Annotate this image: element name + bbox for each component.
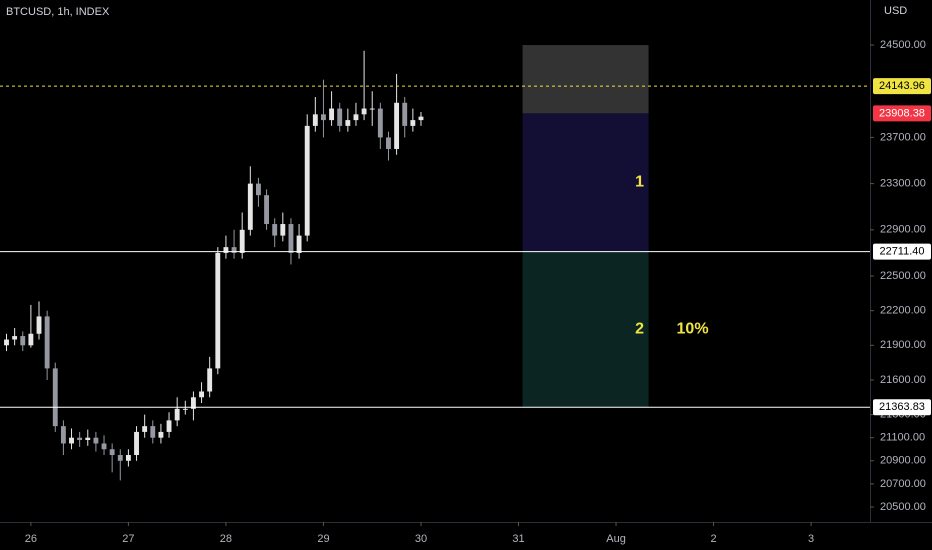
price-label: 22711.40 [879, 246, 924, 258]
candle-body [28, 333, 34, 346]
candle-body [215, 252, 221, 369]
x-tick-label: 30 [415, 533, 427, 545]
price-label-bg [873, 399, 931, 416]
y-tick-label: 22900.00 [880, 224, 926, 236]
x-tick-label: 2 [710, 533, 716, 545]
price-label-bg [873, 105, 931, 122]
candle-body [239, 229, 245, 253]
candle-body [247, 183, 253, 230]
candle-body [125, 455, 131, 461]
candle-body [418, 116, 424, 121]
x-tick-label: Aug [606, 533, 626, 545]
candle-body [117, 455, 123, 461]
zone-label: 2 [635, 321, 644, 338]
candle-body [304, 125, 310, 236]
candle-body [231, 247, 237, 253]
candle-body [223, 247, 229, 253]
candle-body [199, 391, 204, 398]
price-label-bg [873, 78, 931, 95]
candle-body [134, 431, 139, 456]
candle-body [361, 108, 367, 115]
candle-body [142, 426, 148, 432]
candle-body [12, 336, 18, 340]
candle-body [174, 408, 180, 421]
candle-body [44, 316, 50, 369]
candle-body [52, 368, 58, 427]
y-tick-label: 20700.00 [880, 478, 926, 490]
price-label: 24143.96 [879, 80, 925, 92]
zone-label: 1 [635, 174, 644, 191]
candle-body [20, 336, 26, 346]
candle-body [288, 224, 294, 253]
candle-body [109, 449, 115, 456]
x-tick-label: 28 [220, 533, 232, 545]
x-tick-label: 3 [808, 533, 814, 545]
candle-body [296, 235, 302, 253]
x-tick-label: 31 [512, 533, 524, 545]
y-tick-label: 20900.00 [880, 455, 926, 467]
candle-body [158, 431, 164, 438]
candle-body [85, 437, 91, 441]
candle-body [150, 426, 156, 438]
candle-body [377, 108, 383, 138]
zone [522, 251, 649, 408]
candle-body [77, 437, 83, 441]
candle-body [402, 102, 408, 126]
candle-body [69, 437, 74, 444]
y-tick-label: 21100.00 [880, 432, 925, 444]
y-tick-label: 24500.00 [880, 39, 926, 51]
candle-body [207, 368, 213, 392]
y-tick-label: 23700.00 [880, 131, 926, 143]
zone [522, 113, 649, 252]
candle-body [182, 408, 188, 410]
candle-body [329, 108, 335, 121]
candle-body [394, 102, 400, 149]
candle-body [280, 224, 286, 236]
y-tick-label: 23300.00 [880, 178, 926, 190]
zone [522, 45, 649, 114]
candle-body [321, 114, 326, 121]
y-tick-label: 21600.00 [880, 374, 926, 386]
candle-body [337, 108, 343, 126]
candle-body [386, 137, 391, 149]
candle-body [353, 114, 359, 121]
y-tick-label: 20500.00 [880, 501, 926, 513]
price-label: 23908.38 [879, 107, 925, 119]
x-tick-label: 27 [122, 533, 134, 545]
zone-note: 10% [677, 321, 709, 338]
y-tick-label: 22200.00 [880, 305, 926, 317]
price-label-bg [873, 243, 931, 260]
price-label: 21363.83 [879, 401, 925, 413]
candle-body [4, 339, 9, 346]
y-tick-label: 22500.00 [880, 270, 926, 282]
candle-body [60, 426, 66, 444]
candle-body [256, 183, 261, 196]
y-unit: USD [884, 5, 907, 17]
candle-body [36, 316, 42, 334]
x-tick-label: 26 [25, 533, 37, 545]
candle-body [410, 120, 416, 126]
x-tick-label: 29 [317, 533, 329, 545]
y-tick-label: 21900.00 [880, 339, 926, 351]
candle-body [166, 420, 172, 432]
candle-body [272, 224, 278, 236]
candle-body [369, 108, 375, 110]
chart-title: BTCUSD, 1h, INDEX [6, 6, 110, 18]
candle-body [93, 437, 99, 444]
candle-body [345, 120, 351, 126]
candle-body [312, 114, 318, 126]
candle-body [101, 443, 107, 450]
candle-body [190, 397, 196, 409]
candle-body [264, 195, 270, 225]
